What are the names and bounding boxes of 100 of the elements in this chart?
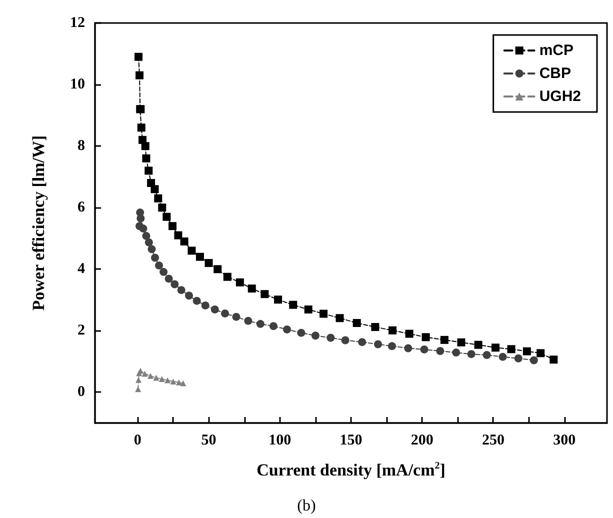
point [180,380,186,386]
point [188,246,196,255]
point [221,309,229,318]
point [260,290,269,298]
legend-label: mCP [539,42,574,59]
point [134,52,143,61]
point [158,204,166,212]
point [482,351,491,359]
point [358,338,366,346]
point [147,372,154,379]
point [174,231,182,240]
point [136,214,145,222]
x-tick-label: 150 [340,432,362,448]
x-tick-label: 300 [553,432,576,448]
point [164,377,171,384]
point [150,185,159,194]
y-tick-label: 0 [78,384,85,400]
point [244,316,252,325]
point [283,325,291,334]
point [474,340,482,349]
point [162,212,171,221]
point [144,238,153,246]
point [232,312,240,321]
point [320,310,328,318]
point [311,332,320,340]
point [536,349,545,358]
point [210,305,219,314]
x-tick-label: 250 [482,432,504,448]
point [452,348,460,357]
point [136,71,144,80]
point [498,352,507,361]
y-tick-label: 8 [78,138,85,154]
point [148,245,156,254]
point [154,194,162,202]
point [177,286,186,294]
point [374,340,382,348]
x-tick-label: 0 [134,432,142,448]
point [289,300,298,309]
y-tick-label: 4 [78,261,86,278]
point [405,330,414,338]
point [151,254,160,262]
point [492,344,500,352]
point [297,328,306,337]
point [138,368,144,374]
point [304,305,312,314]
point [180,237,188,246]
y-tick-label: 2 [78,322,85,339]
text: (b) [297,498,316,514]
y-axis-title: Power efficiency [lm/W] [29,135,48,311]
point [196,252,204,261]
point [223,272,232,281]
point [144,166,153,175]
point [142,154,150,162]
point [214,265,222,274]
y-tick-label: 10 [70,76,85,93]
point [514,354,522,362]
point [440,336,448,344]
point [204,259,213,267]
point [185,292,194,300]
x-tick-label: 100 [268,432,292,448]
point [436,347,444,355]
point [467,350,476,358]
point [170,280,179,288]
point [341,336,350,344]
point [248,284,256,293]
point [507,345,516,354]
point [170,378,176,384]
point [168,222,177,230]
y-tick-label: 12 [70,15,85,31]
point [371,323,380,331]
point [164,274,173,283]
point [457,338,466,346]
point [352,319,361,327]
point [336,314,344,322]
point [256,320,264,328]
point [153,374,160,381]
legend-label: UGH2 [539,88,582,105]
point [550,356,558,364]
point [269,322,278,330]
point [236,278,244,286]
point [155,261,163,270]
point [137,124,146,132]
point [201,301,210,310]
point [136,376,142,383]
point [326,334,335,342]
point [176,379,182,386]
x-tick-label: 200 [410,432,434,448]
point [192,296,201,305]
point [522,347,531,356]
point [139,224,148,233]
point [420,345,428,354]
point [388,342,396,350]
point [388,326,397,334]
legend-label: CBP [539,65,571,82]
x-tick-label: 50 [201,432,216,448]
point [141,142,150,150]
point [404,344,412,352]
point [158,376,165,382]
point [422,333,430,342]
point [142,232,150,240]
